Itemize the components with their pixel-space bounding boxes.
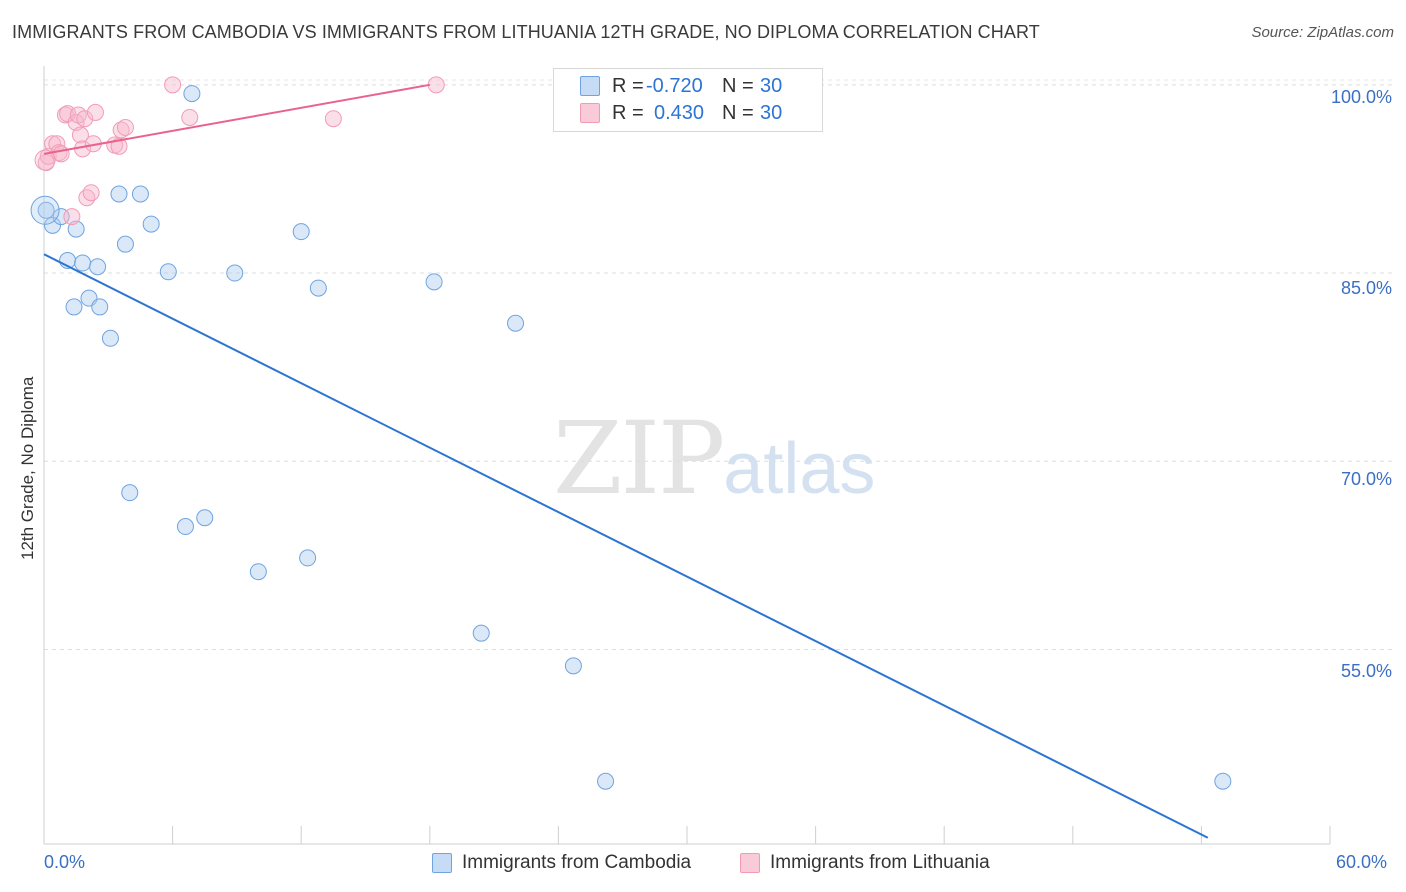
point-lithuania — [59, 105, 77, 123]
point-cambodia — [564, 657, 582, 675]
point-cambodia — [30, 195, 60, 225]
legend-row-cambodia: R = -0.720 N = 30 — [554, 73, 782, 99]
legend-label-lithuania: Immigrants from Lithuania — [770, 852, 990, 873]
point-lithuania — [116, 118, 134, 136]
watermark: ZIPatlas — [553, 400, 875, 517]
point-cambodia — [226, 264, 244, 282]
point-cambodia — [91, 298, 109, 316]
point-cambodia — [67, 220, 85, 238]
point-cambodia — [425, 273, 443, 291]
point-cambodia — [116, 235, 134, 253]
legend-swatch-cambodia — [432, 853, 452, 873]
point-cambodia — [292, 223, 310, 241]
legend-swatch-cambodia — [580, 76, 600, 96]
series-legend: Immigrants from Cambodia Immigrants from… — [0, 852, 1406, 878]
watermark-atlas: atlas — [723, 429, 876, 509]
point-lithuania — [34, 149, 56, 171]
legend-n-value: 30 — [760, 101, 783, 124]
legend-row-lithuania: R = 0.430 N = 30 — [554, 100, 782, 126]
point-cambodia — [131, 185, 149, 203]
legend-r-value: 0.430 — [654, 101, 705, 124]
point-cambodia — [74, 254, 92, 272]
point-cambodia — [176, 518, 194, 536]
y-tick-label: 55.0% — [1340, 661, 1392, 681]
point-cambodia — [299, 549, 317, 567]
point-cambodia — [1214, 772, 1232, 790]
y-tick-label: 100.0% — [1330, 87, 1392, 107]
point-cambodia — [249, 563, 267, 581]
legend-n-label: N = — [722, 101, 754, 124]
point-lithuania — [63, 208, 81, 226]
point-cambodia — [37, 201, 55, 219]
point-lithuania — [324, 110, 342, 128]
y-tick-label: 70.0% — [1340, 469, 1392, 489]
point-cambodia — [472, 624, 490, 642]
point-cambodia — [597, 772, 615, 790]
y-tick-label: 85.0% — [1340, 278, 1392, 298]
point-lithuania — [82, 184, 100, 202]
legend-r-label: R = — [612, 101, 644, 124]
legend-swatch-lithuania — [580, 103, 600, 123]
point-cambodia — [101, 329, 119, 347]
legend-label-cambodia: Immigrants from Cambodia — [462, 852, 692, 873]
point-lithuania — [427, 76, 445, 94]
point-cambodia — [142, 215, 160, 233]
point-cambodia — [183, 85, 201, 103]
chart-title: IMMIGRANTS FROM CAMBODIA VS IMMIGRANTS F… — [12, 22, 1040, 42]
point-cambodia — [65, 298, 83, 316]
legend-n-value: 30 — [760, 74, 783, 97]
point-cambodia — [110, 185, 128, 203]
point-lithuania — [37, 154, 55, 172]
trend-line-lithuania — [43, 83, 430, 155]
correlation-legend: R = -0.720 N = 30 R = 0.430 N = 30 — [553, 68, 823, 132]
point-cambodia — [121, 484, 139, 502]
legend-r-label: R = — [612, 74, 644, 97]
point-cambodia — [309, 279, 327, 297]
trend-line-cambodia — [43, 253, 1209, 839]
x-tick-label: 60.0% — [1336, 852, 1388, 872]
point-lithuania — [76, 110, 94, 128]
watermark-zip: ZIP — [553, 400, 725, 517]
point-cambodia — [44, 216, 62, 234]
point-lithuania — [71, 126, 89, 144]
point-cambodia — [196, 509, 214, 527]
point-cambodia — [507, 314, 525, 332]
legend-n-label: N = — [722, 74, 754, 97]
point-cambodia — [159, 263, 177, 281]
point-cambodia — [89, 258, 107, 276]
point-lithuania — [164, 76, 182, 94]
legend-item-cambodia[interactable]: Immigrants from Cambodia — [432, 852, 691, 874]
legend-item-lithuania[interactable]: Immigrants from Lithuania — [740, 852, 990, 874]
source-label: Source: ZipAtlas.com — [1251, 24, 1394, 41]
point-lithuania — [181, 108, 199, 126]
legend-r-value: -0.720 — [646, 74, 703, 97]
x-tick-label: 0.0% — [44, 852, 86, 872]
point-lithuania — [110, 137, 128, 155]
point-lithuania — [86, 103, 104, 121]
legend-swatch-lithuania — [740, 853, 760, 873]
